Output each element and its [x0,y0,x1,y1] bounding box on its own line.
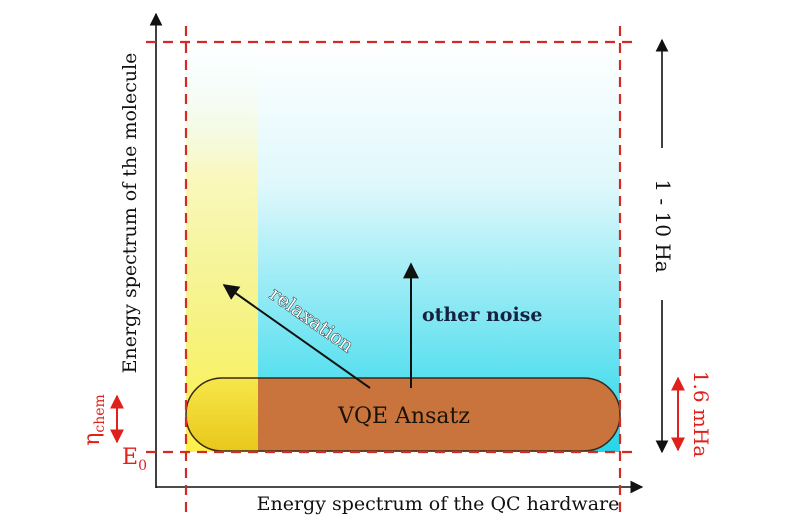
relaxation-arrow [222,284,371,389]
e0-label: E0 [122,445,147,474]
y-axis-label: Energy spectrum of the molecule [119,53,141,374]
eta-chem-label: ηchem [80,394,108,446]
range-small-label: 1.6 mHa [689,371,713,458]
ansatz-pill [185,377,621,452]
other-noise-label: other noise [422,304,542,326]
ansatz-label: VQE Ansatz [337,404,470,429]
x-axis-label: Energy spectrum of the QC hardware [257,493,620,515]
guide-lines [146,26,636,514]
range-large-label: 1 - 10 Ha [651,179,675,272]
